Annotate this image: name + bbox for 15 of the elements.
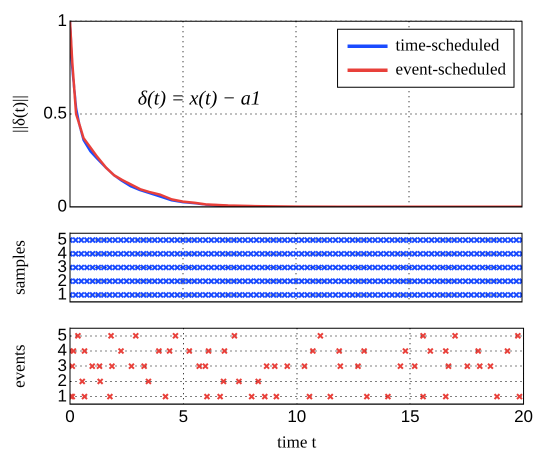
y-axis-title: samples: [10, 240, 29, 295]
x-axis-title: time t: [277, 432, 317, 452]
x-tick-label: 15: [400, 407, 420, 426]
y-tick-label: 0: [58, 196, 67, 216]
y-tick-label: 0.5: [43, 104, 67, 123]
legend-label: time-scheduled: [396, 36, 500, 55]
y-axis-title: events: [10, 344, 29, 388]
x-tick-label: 5: [178, 407, 188, 426]
y-tick-label: 1: [58, 10, 67, 30]
y-axis-title: ||δ(t)||: [10, 95, 29, 133]
y-tick-label: 1: [58, 284, 67, 304]
legend-label: event-scheduled: [396, 60, 506, 79]
x-tick-label: 10: [287, 407, 306, 426]
annotation: δ(t) = x(t) − a1: [138, 87, 261, 110]
x-tick-label: 20: [514, 407, 534, 426]
